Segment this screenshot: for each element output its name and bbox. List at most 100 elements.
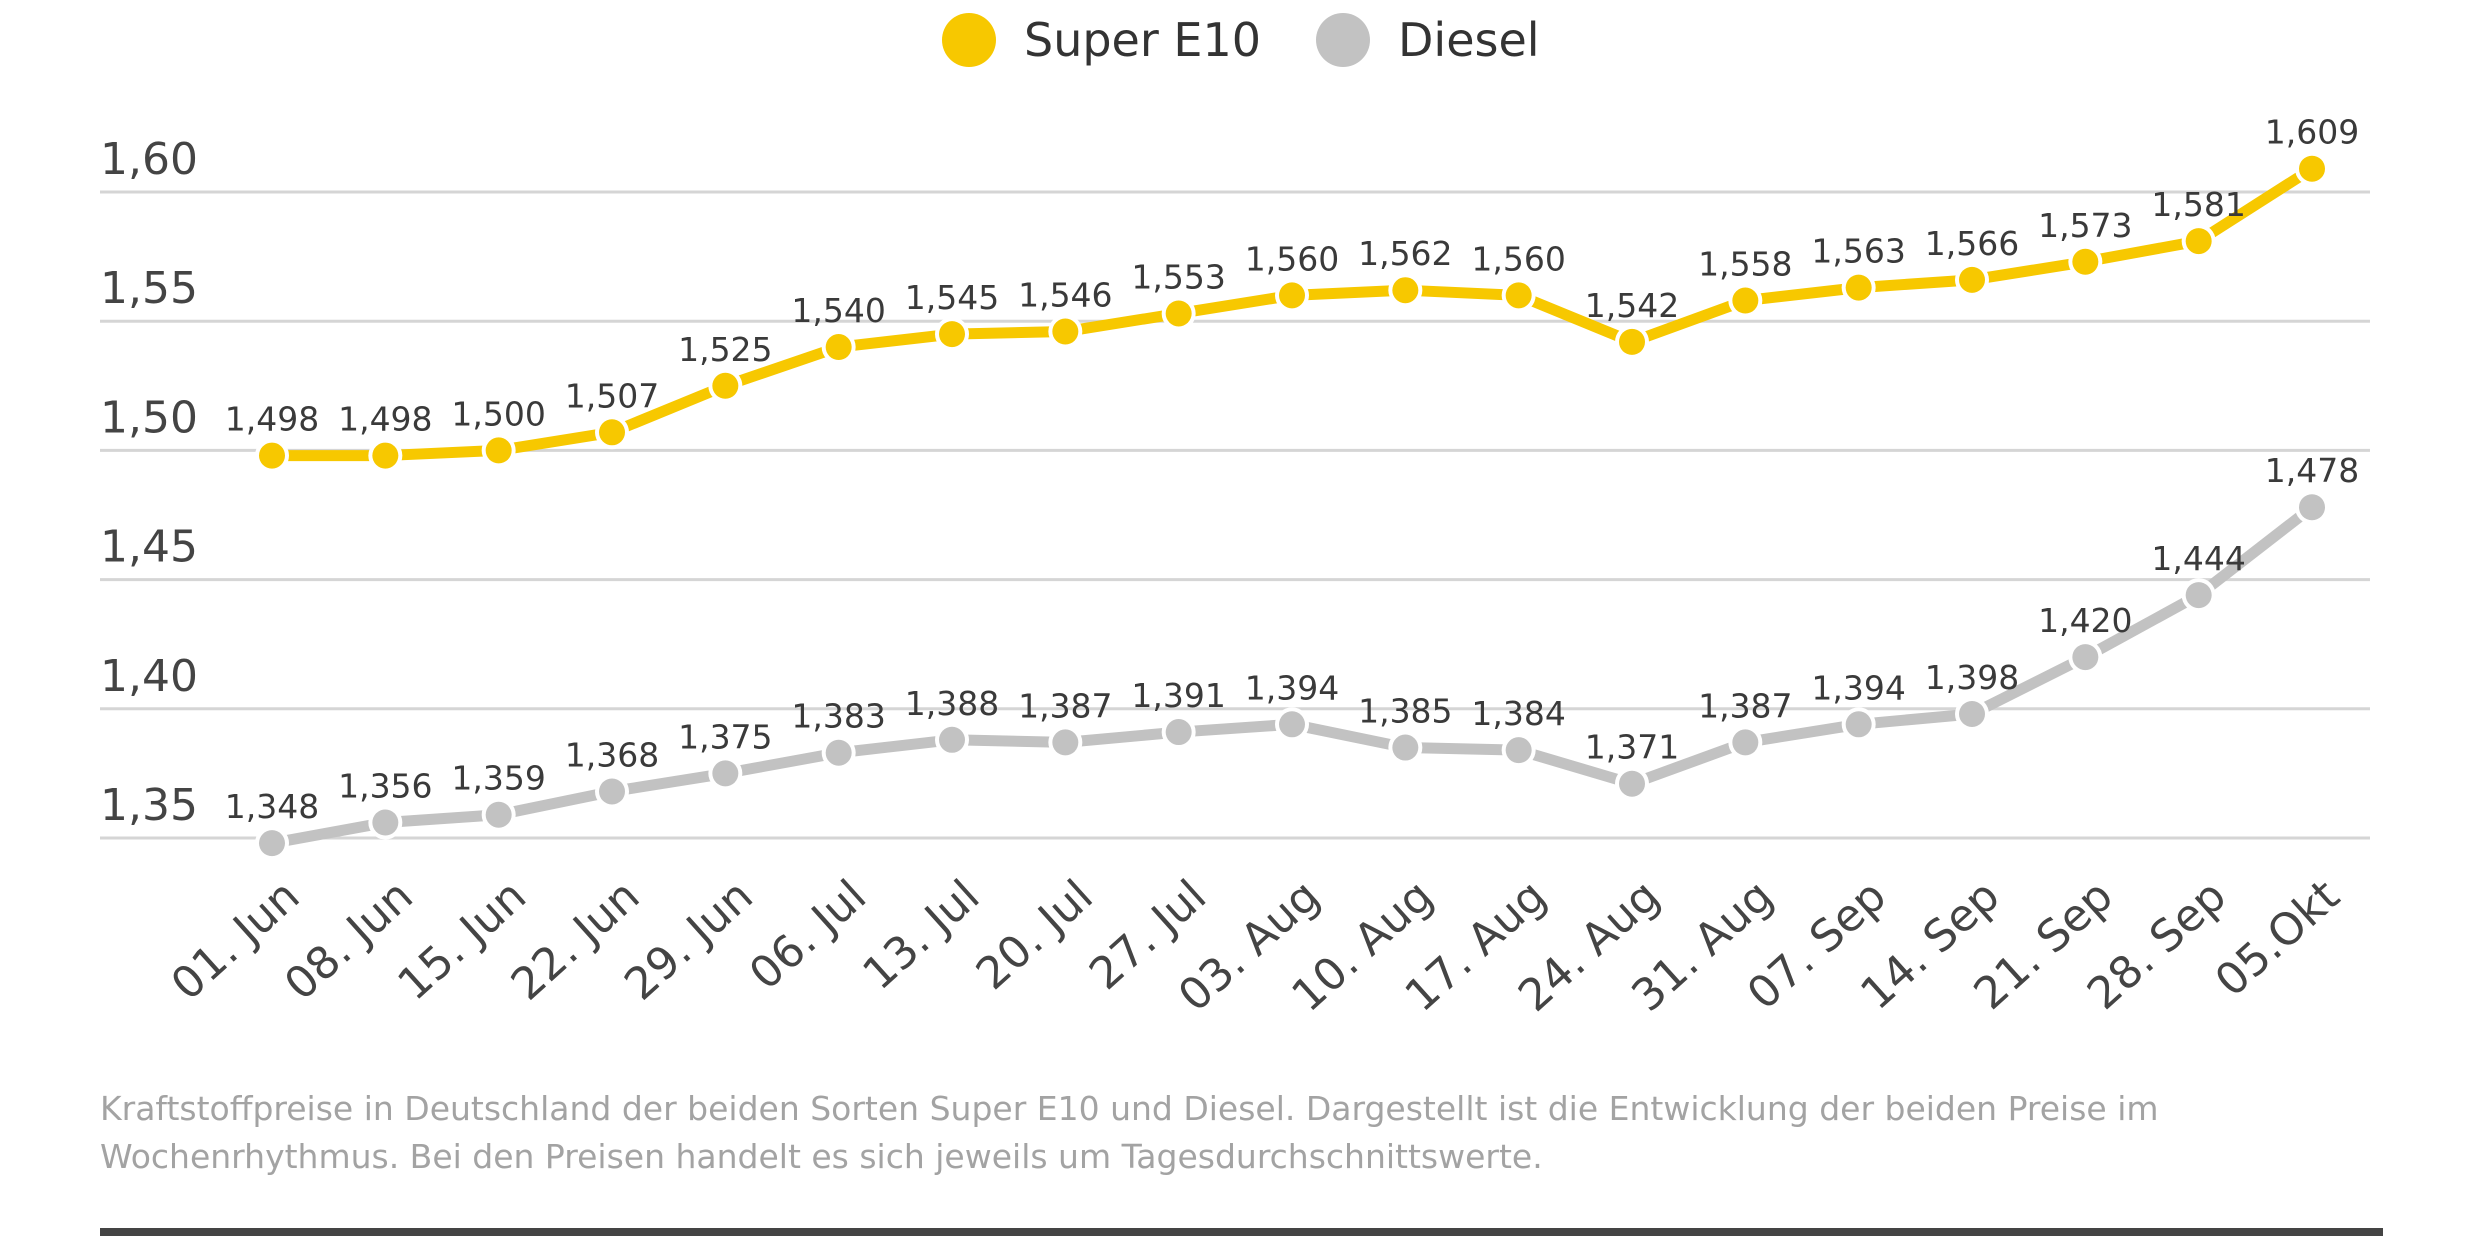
data-label-diesel: 1,394 bbox=[1245, 668, 1339, 707]
data-point-diesel bbox=[1959, 700, 1985, 727]
data-point-diesel bbox=[372, 809, 399, 836]
line-segment-diesel bbox=[1858, 708, 1973, 730]
data-label-super-e10: 1,563 bbox=[1811, 232, 1905, 271]
data-label-super-e10: 1,507 bbox=[565, 376, 659, 415]
line-segment-diesel bbox=[1744, 718, 1860, 748]
data-point-super-e10 bbox=[825, 334, 852, 361]
data-label-super-e10: 1,546 bbox=[1018, 276, 1112, 315]
data-point-super-e10 bbox=[2185, 228, 2212, 255]
y-tick-label: 1,50 bbox=[100, 392, 198, 443]
data-point-super-e10 bbox=[1052, 318, 1079, 345]
line-segment-super-e10 bbox=[723, 341, 841, 392]
line-segment-super-e10 bbox=[385, 444, 499, 462]
data-label-super-e10: 1,573 bbox=[2038, 206, 2132, 245]
data-point-diesel bbox=[1619, 770, 1645, 797]
data-point-super-e10 bbox=[599, 419, 625, 446]
x-tick-label: 22. Jun bbox=[502, 870, 650, 1010]
line-segment-diesel bbox=[1969, 652, 2088, 719]
data-point-super-e10 bbox=[2072, 248, 2099, 275]
data-label-diesel: 1,444 bbox=[2151, 539, 2245, 578]
line-segment-diesel bbox=[384, 809, 500, 828]
data-point-diesel bbox=[1732, 729, 1759, 756]
line-segment-super-e10 bbox=[609, 380, 728, 438]
data-point-super-e10 bbox=[712, 372, 739, 399]
line-segment-diesel bbox=[497, 786, 614, 821]
data-label-super-e10: 1,500 bbox=[451, 394, 545, 433]
line-segment-diesel bbox=[724, 747, 840, 779]
y-tick-label: 1,45 bbox=[100, 522, 198, 573]
data-label-super-e10: 1,498 bbox=[338, 400, 432, 439]
line-segment-diesel bbox=[1178, 718, 1293, 738]
line-segment-super-e10 bbox=[1405, 284, 1519, 301]
line-segment-diesel bbox=[1630, 737, 1748, 789]
chart-caption: Kraftstoffpreise in Deutschland der beid… bbox=[100, 1089, 2159, 1176]
data-point-super-e10 bbox=[1619, 328, 1645, 355]
data-label-super-e10: 1,542 bbox=[1585, 286, 1679, 325]
data-point-diesel bbox=[2185, 582, 2212, 609]
line-segment-super-e10 bbox=[838, 328, 953, 353]
line-segment-super-e10 bbox=[1744, 282, 1860, 306]
chart-legend: Super E10 Diesel bbox=[0, 0, 2480, 90]
line-segment-diesel bbox=[271, 817, 387, 849]
line-segment-super-e10 bbox=[1971, 256, 2087, 286]
data-point-super-e10 bbox=[485, 437, 512, 464]
line-segment-diesel bbox=[951, 734, 1066, 748]
x-tick-label: 05.Okt bbox=[2206, 870, 2350, 1006]
data-label-diesel: 1,391 bbox=[1131, 676, 1225, 715]
data-label-diesel: 1,371 bbox=[1585, 728, 1679, 767]
line-segment-diesel bbox=[611, 767, 727, 797]
data-point-diesel bbox=[825, 739, 852, 766]
line-segment-super-e10 bbox=[1858, 274, 1973, 294]
data-point-diesel bbox=[1392, 734, 1419, 761]
data-label-diesel: 1,394 bbox=[1811, 668, 1905, 707]
data-label-diesel: 1,385 bbox=[1358, 692, 1452, 731]
x-tick-label: 13. Jul bbox=[853, 870, 989, 1000]
data-point-diesel bbox=[2072, 644, 2099, 671]
legend-swatch-super-e10 bbox=[942, 13, 996, 67]
data-label-diesel: 1,387 bbox=[1018, 686, 1112, 725]
data-point-diesel bbox=[1052, 729, 1079, 756]
line-segment-diesel bbox=[838, 734, 953, 759]
data-point-diesel bbox=[259, 830, 285, 857]
data-label-diesel: 1,368 bbox=[565, 735, 659, 774]
data-point-super-e10 bbox=[1165, 300, 1192, 327]
data-point-super-e10 bbox=[2299, 155, 2325, 182]
line-segment-super-e10 bbox=[1064, 308, 1180, 337]
data-point-diesel bbox=[1505, 737, 1532, 764]
data-label-super-e10: 1,498 bbox=[225, 400, 319, 439]
x-tick-label: 15. Jun bbox=[388, 870, 536, 1010]
data-label-diesel: 1,478 bbox=[2265, 451, 2359, 490]
legend-item-super-e10: Super E10 bbox=[942, 10, 1261, 70]
x-tick-label: 29. Jun bbox=[615, 870, 763, 1010]
data-label-diesel: 1,356 bbox=[338, 766, 432, 805]
data-label-diesel: 1,383 bbox=[791, 697, 885, 736]
x-tick-label: 20. Jul bbox=[967, 870, 1103, 1000]
x-tick-label: 06. Jul bbox=[740, 870, 876, 1000]
legend-item-diesel: Diesel bbox=[1316, 10, 1540, 70]
line-segment-super-e10 bbox=[1291, 284, 1406, 301]
data-label-diesel: 1,388 bbox=[905, 684, 999, 723]
line-segment-diesel bbox=[1405, 742, 1519, 756]
data-label-super-e10: 1,553 bbox=[1131, 257, 1225, 296]
x-tick-label: 08. Jun bbox=[275, 870, 423, 1010]
line-segment-diesel bbox=[1290, 718, 1407, 753]
x-tick-label: 01. Jun bbox=[162, 870, 310, 1010]
line-segment-diesel bbox=[2082, 590, 2202, 662]
data-label-diesel: 1,375 bbox=[678, 717, 772, 756]
data-point-super-e10 bbox=[1279, 282, 1305, 309]
data-point-super-e10 bbox=[1392, 277, 1419, 304]
data-point-super-e10 bbox=[259, 442, 285, 469]
data-label-diesel: 1,398 bbox=[1925, 658, 2019, 697]
line-segment-diesel bbox=[1064, 726, 1180, 748]
data-label-diesel: 1,420 bbox=[2038, 601, 2132, 640]
data-label-super-e10: 1,581 bbox=[2151, 185, 2245, 224]
data-point-diesel bbox=[1845, 711, 1872, 738]
data-label-super-e10: 1,566 bbox=[1925, 224, 2019, 263]
legend-label-diesel: Diesel bbox=[1398, 13, 1540, 67]
data-label-diesel: 1,348 bbox=[225, 787, 319, 826]
line-segment-super-e10 bbox=[1516, 290, 1635, 347]
line-segment-super-e10 bbox=[2084, 235, 2200, 268]
data-label-diesel: 1,384 bbox=[1471, 694, 1565, 733]
data-point-diesel bbox=[1279, 711, 1305, 738]
